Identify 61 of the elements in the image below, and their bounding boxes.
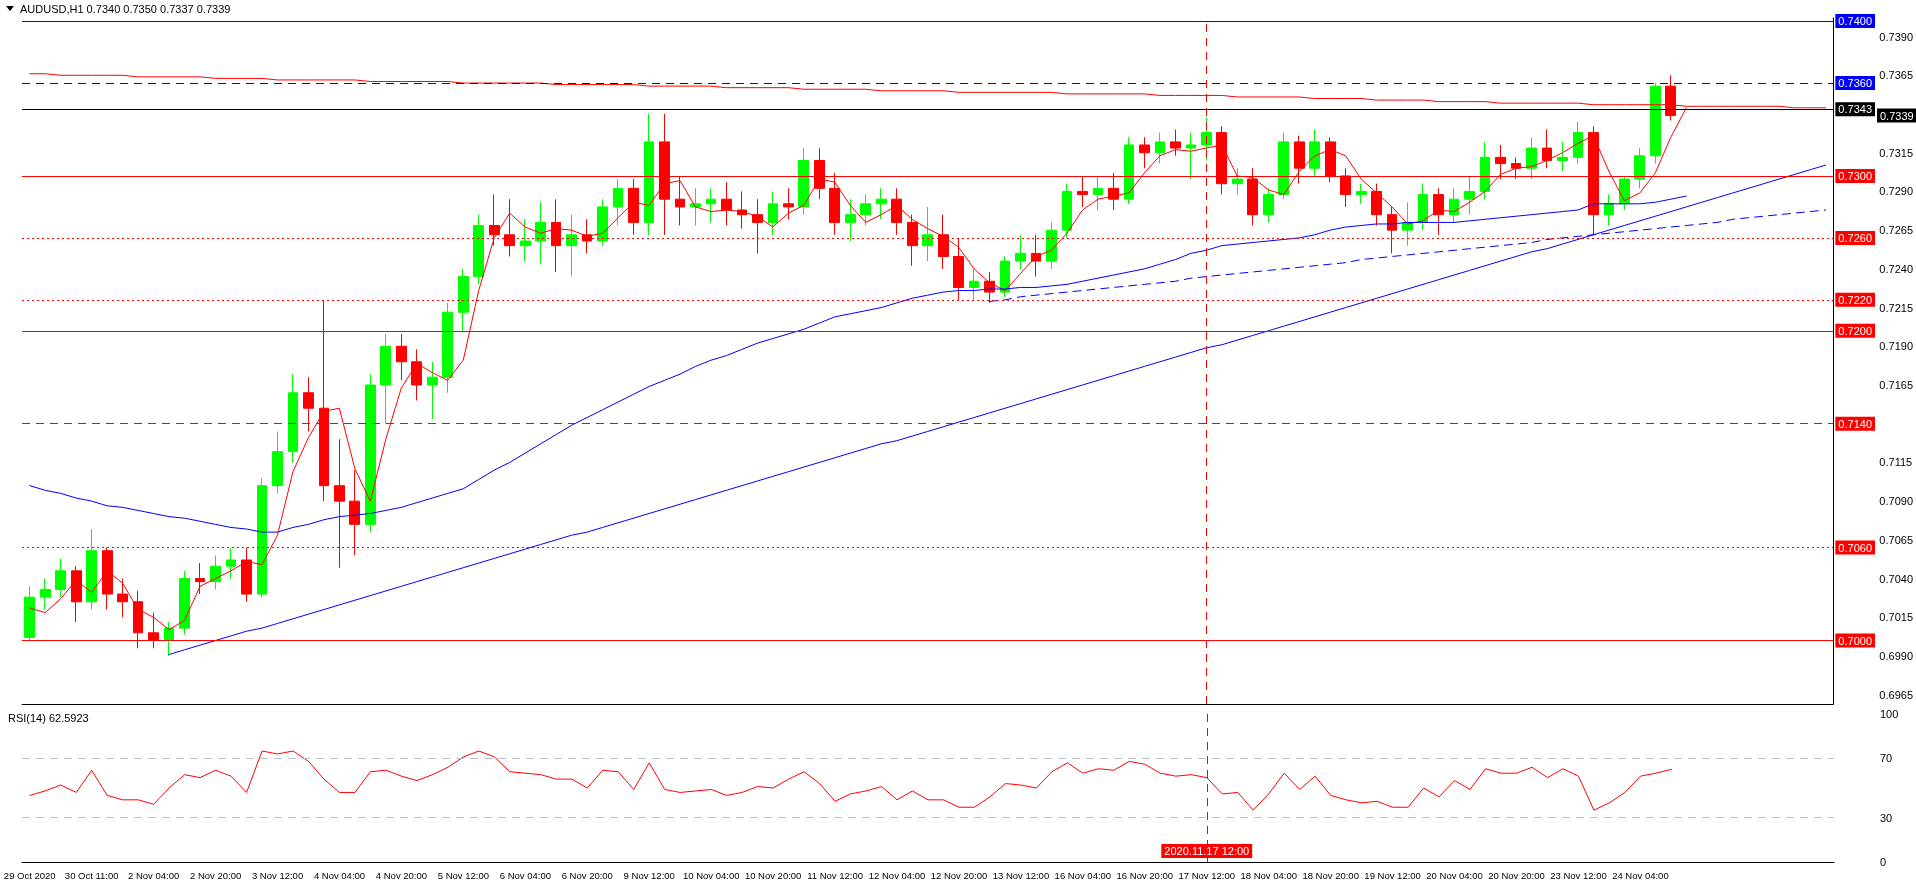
y-tick-label: 0.7015 <box>1879 611 1914 624</box>
x-tick-label: 24 Nov 04:00 <box>1612 869 1669 881</box>
ref-line-label: 0.7260 <box>1838 231 1873 244</box>
y-tick-label: 0.6990 <box>1879 650 1914 662</box>
ref-line-label: 0.7360 <box>1838 77 1873 90</box>
x-tick-label: 11 Nov 12:00 <box>807 869 863 881</box>
x-tick-label: 2 Nov 20:00 <box>189 869 242 881</box>
y-tick-label: 0.7390 <box>1879 30 1914 43</box>
y-tick-label: 0.7065 <box>1879 533 1914 546</box>
ref-line-label: 0.7200 <box>1838 324 1873 337</box>
x-tick-label: 23 Nov 12:00 <box>1550 869 1607 881</box>
x-tick-label: 13 Nov 12:00 <box>992 869 1050 881</box>
x-tick-label: 10 Nov 04:00 <box>682 869 740 881</box>
y-tick-label: 0.7265 <box>1879 224 1914 237</box>
x-tick-label: 10 Nov 20:00 <box>744 869 802 881</box>
ref-line-label: 2020.11.17 12:00 <box>1164 845 1250 857</box>
y-tick-label: 0.7315 <box>1879 146 1914 159</box>
ref-line-label: 0.7060 <box>1838 541 1873 554</box>
x-tick-label: 6 Nov 20:00 <box>561 869 613 881</box>
y-tick-label: 0.7040 <box>1879 572 1914 585</box>
y-tick-label: 0.7290 <box>1879 185 1914 198</box>
y-tick-label: 0.7090 <box>1879 495 1914 508</box>
x-tick-label: 12 Nov 04:00 <box>868 869 926 881</box>
y-tick-label: 0 <box>1880 856 1887 868</box>
ref-line-label: 0.7343 <box>1838 103 1873 116</box>
y-tick-label: 70 <box>1880 752 1893 765</box>
x-tick-label: 18 Nov 04:00 <box>1240 869 1297 881</box>
x-tick-label: 2 Nov 04:00 <box>128 869 180 881</box>
x-tick-label: 30 Oct 11:00 <box>64 869 119 881</box>
y-tick-label: 0.7165 <box>1879 379 1914 391</box>
x-tick-label: 4 Nov 20:00 <box>375 869 428 881</box>
x-tick-label: 12 Nov 20:00 <box>930 869 988 881</box>
y-tick-label: 0.7190 <box>1879 340 1914 353</box>
chart-title: RSI(14) 62.5923 <box>8 711 89 724</box>
x-tick-label: 16 Nov 20:00 <box>1116 869 1174 881</box>
x-tick-label: 3 Nov 12:00 <box>251 869 304 881</box>
ref-line-label: 0.7140 <box>1838 417 1873 430</box>
y-tick-label: 0.7365 <box>1879 69 1914 82</box>
x-tick-label: 17 Nov 12:00 <box>1178 869 1236 881</box>
ref-line-label: 0.7300 <box>1838 169 1873 182</box>
chart-title: AUDUSD,H1 0.7340 0.7350 0.7337 0.7339 <box>20 2 231 15</box>
x-tick-label: 20 Nov 20:00 <box>1488 869 1545 881</box>
x-tick-label: 20 Nov 04:00 <box>1426 869 1483 881</box>
y-tick-label: 30 <box>1880 811 1893 824</box>
text: 0.7339 <box>1880 109 1914 122</box>
x-tick-label: 19 Nov 12:00 <box>1364 869 1421 881</box>
ref-line-label: 0.7220 <box>1838 293 1873 306</box>
y-tick-label: 0.7115 <box>1879 456 1913 469</box>
x-tick-label: 9 Nov 12:00 <box>623 869 675 881</box>
x-tick-label: 18 Nov 20:00 <box>1302 869 1359 881</box>
y-tick-label: 0.7240 <box>1879 262 1914 275</box>
ref-line-label: 0.7000 <box>1838 634 1873 647</box>
y-tick-label: 0.6965 <box>1879 688 1914 701</box>
x-tick-label: 5 Nov 12:00 <box>437 869 489 881</box>
y-tick-label: 100 <box>1880 708 1899 720</box>
x-tick-label: 16 Nov 04:00 <box>1054 869 1112 881</box>
x-tick-label: 4 Nov 04:00 <box>313 869 366 881</box>
x-tick-label: 6 Nov 04:00 <box>499 869 551 881</box>
x-tick-label: 29 Oct 2020 <box>3 869 56 881</box>
ref-line-label: 0.7400 <box>1838 15 1873 28</box>
y-tick-label: 0.7215 <box>1879 301 1914 314</box>
